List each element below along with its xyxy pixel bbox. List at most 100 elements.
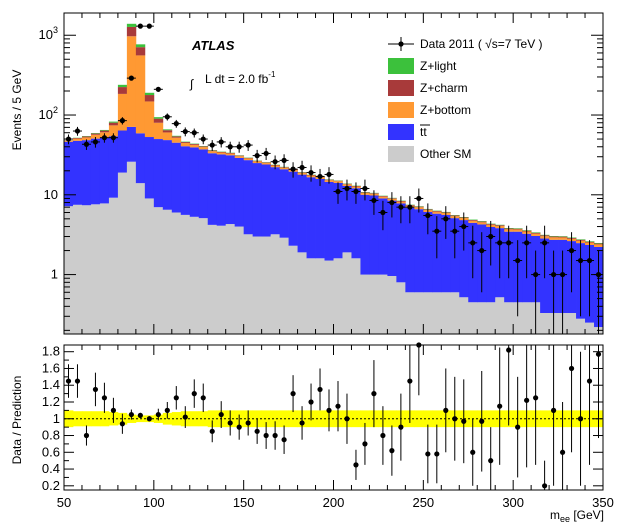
legend-label-zlight: Z+light [420,59,457,73]
main-y-tick-label-base: 10 [44,187,58,202]
bar-zcharm [558,236,568,238]
bar-ttbar [297,174,307,253]
bar-other [585,322,595,334]
bar-ttbar [126,126,137,162]
legend-swatch-zcharm [388,80,414,96]
bar-zcharm [81,136,92,138]
bar-zbottom [468,220,478,223]
ratio-point [110,407,117,413]
ratio-point [515,424,521,430]
bar-zbottom [234,156,245,158]
bar-zbottom [198,147,209,150]
ratio-point [218,411,224,418]
bar-ttbar [198,149,209,219]
bar-other [441,292,451,334]
ratio-point [182,414,188,420]
bar-zcharm [171,136,182,138]
bar-other [279,237,289,334]
data-point [533,271,539,278]
ratio-point [595,351,602,357]
bar-ttbar [270,167,280,235]
bar-other [477,302,487,334]
ratio-y-tick-label: 0.4 [42,461,60,476]
main-y-tick-label-base: 10 [39,27,53,42]
bar-zcharm [180,142,191,143]
bar-zbottom [432,211,442,214]
bar-other [495,297,505,334]
bar-ttbar [306,177,316,259]
main-y-tick-label-exp: 3 [53,25,58,35]
ratio-point [101,395,108,401]
bar-zcharm [333,180,343,182]
bar-zcharm [153,118,164,123]
bar-zcharm [135,47,146,56]
legend-label-zbottom: Z+bottom [420,103,471,117]
data-point [515,257,521,264]
bar-other [243,234,254,334]
ratio-point [586,378,593,384]
bar-ttbar [108,136,119,198]
data-point [380,209,386,216]
x-tick-label: 150 [233,495,255,510]
data-point [362,185,368,192]
main-y-tick-label-base: 1 [51,267,58,282]
lumi-integral: ∫ [189,77,194,91]
bar-zlight [108,121,119,123]
ratio-uncertainty-band [486,410,496,428]
bar-zcharm [189,144,200,145]
data-point [470,240,476,246]
bar-zbottom [171,137,182,143]
bar-other [171,212,182,334]
bar-other [81,205,92,334]
ratio-point [577,416,584,422]
bar-zcharm [531,232,541,234]
bar-ttbar [279,169,289,238]
data-point [506,240,512,246]
legend-swatch-ttbar [388,124,414,140]
data-point [182,128,188,135]
legend: Data 2011 ( √s=7 TeV ) Z+light Z+charm Z+bo… [388,37,543,162]
bar-other [504,302,514,334]
data-point [236,144,242,150]
bar-other [162,209,173,334]
ratio-y-tick-label: 0.2 [42,478,60,493]
bar-zbottom [243,158,254,161]
data-point [389,199,395,206]
x-tick-label: 250 [412,495,434,510]
bar-zbottom [81,137,92,141]
ratio-point [308,399,314,405]
bar-other [468,302,478,334]
data-point [559,271,566,278]
ratio-point [344,416,350,422]
bar-zbottom [216,152,227,155]
bar-ttbar [315,178,325,259]
data-point [308,169,314,176]
bar-ttbar [459,220,469,298]
legend-data-label-b: s=7 TeV ) [492,37,543,51]
bar-ttbar [441,214,451,293]
ratio-point [335,403,341,409]
bar-ttbar [135,133,146,184]
ratio-uncertainty-band [270,410,280,428]
bar-zbottom [549,237,559,240]
bar-zbottom [153,122,164,140]
bar-zcharm [513,228,523,230]
data-point [245,142,251,148]
legend-label-zcharm: Z+charm [420,81,468,95]
data-point [110,135,117,141]
main-y-tick-label: 10 [44,187,58,202]
bar-zcharm [144,95,155,102]
bar-other [396,282,406,334]
ratio-point [470,449,476,455]
data-point [218,139,224,145]
bar-other [234,226,245,334]
ratio-point [425,451,431,457]
ratio-y-tick-label: 0.6 [42,444,60,459]
ratio-uncertainty-band [81,411,92,427]
legend-data-label-a: Data 2011 ( [420,37,485,51]
bar-zcharm [477,221,487,223]
ratio-point [317,386,323,393]
bar-zbottom [333,181,343,183]
bar-other [324,260,334,334]
